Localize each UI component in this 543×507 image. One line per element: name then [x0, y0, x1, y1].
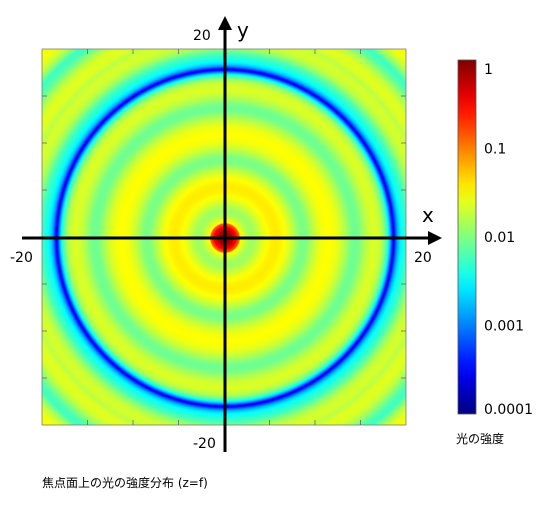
y-tick-max: 20	[193, 28, 211, 44]
x-axis-arrow	[428, 231, 442, 245]
y-tick-min: -20	[193, 436, 216, 452]
colorbar-title: 光の強度	[456, 432, 505, 446]
colorbar-tick-label: 0.0001	[484, 402, 533, 418]
colorbar-tick-label: 0.1	[484, 142, 506, 158]
x-axis-label: x	[422, 203, 434, 227]
x-tick-max: 20	[414, 250, 432, 266]
colorbar-tick-label: 0.001	[484, 319, 524, 335]
y-axis-label: y	[237, 18, 249, 42]
colorbar	[457, 59, 477, 415]
colorbar-tick-labels: 1 0.1 0.01 0.001 0.0001	[484, 62, 533, 418]
figure-caption: 焦点面上の光の強度分布 (z=f)	[42, 476, 208, 490]
x-tick-min: -20	[10, 250, 33, 266]
colorbar-tick-label: 1	[484, 62, 493, 78]
colorbar-tick-label: 0.01	[484, 230, 515, 246]
y-axis-arrow	[218, 16, 232, 30]
